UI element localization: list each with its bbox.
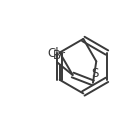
- Text: Cl: Cl: [48, 47, 59, 60]
- Text: Br: Br: [53, 49, 66, 62]
- Text: S: S: [91, 67, 99, 80]
